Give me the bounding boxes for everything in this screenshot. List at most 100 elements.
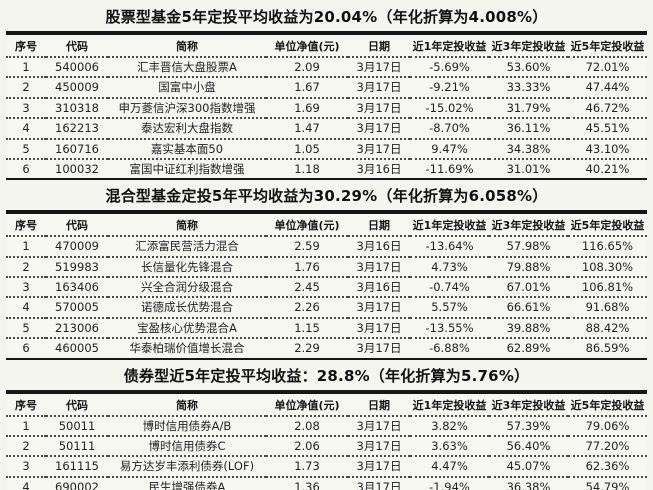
cell-fund-name: 汇丰晋信大盘股票A	[108, 57, 266, 79]
cell-fund-code: 163406	[46, 277, 108, 299]
cell-return-5y: 54.79%	[568, 476, 647, 490]
cell-unit-nav: 1.76	[266, 256, 348, 279]
column-header: 代码	[46, 212, 108, 238]
cell-unit-nav: 1.73	[266, 456, 348, 478]
cell-fund-name: 长信量化先锋混合	[108, 256, 266, 279]
cell-unit-nav: 1.67	[266, 77, 348, 99]
cell-fund-code: 570005	[46, 297, 108, 319]
hybrid-fund-section-title: 混合型基金定投5年平均收益为30.29%（年化折算为6.058%）	[105, 187, 548, 206]
cell-fund-code: 450009	[46, 77, 108, 99]
hybrid-fund-section: 混合型基金定投5年平均收益为30.29%（年化折算为6.058%） 序号 代码 简称…	[6, 187, 647, 360]
cell-return-3y: 57.39%	[489, 415, 568, 437]
column-header: 代码	[46, 391, 108, 417]
stock-fund-header-row: 序号 代码 简称 单位净值(元) 日期 近1年定投收益 近3年定投收益 近5年定投收益	[6, 33, 647, 58]
column-header: 近3年定投收益	[489, 33, 568, 58]
cell-unit-nav: 1.05	[266, 138, 348, 160]
column-header: 单位净值(元)	[266, 212, 348, 238]
cell-return-1y: -9.21%	[410, 77, 489, 99]
cell-return-1y: -6.88%	[429, 341, 470, 356]
column-header: 简称	[108, 33, 266, 58]
cell-rank: 6	[22, 341, 30, 356]
cell-return-3y: 36.38%	[489, 476, 568, 490]
hybrid-fund-table: 序号 代码 简称 单位净值(元) 日期 近1年定投收益 近3年定投收益 近5年定投收益 1 4…	[6, 210, 647, 360]
cell-rank: 6	[22, 161, 30, 176]
cell-return-1y: -0.74%	[410, 277, 489, 299]
cell-fund-name: 华泰柏瑞价值增长混合	[129, 341, 245, 356]
hybrid-fund-header-row: 序号 代码 简称 单位净值(元) 日期 近1年定投收益 近3年定投收益 近5年定投收益	[6, 212, 647, 238]
cell-return-3y: 67.01%	[489, 277, 568, 299]
cell-return-5y: 40.21%	[585, 161, 630, 176]
cell-fund-name: 泰达宏利大盘指数	[108, 118, 266, 140]
cell-date: 3月17日	[348, 297, 410, 319]
cell-fund-code: 162213	[46, 118, 108, 140]
column-header: 近3年定投收益	[489, 391, 568, 417]
column-header: 单位净值(元)	[266, 391, 348, 417]
cell-rank: 4	[6, 118, 46, 140]
cell-rank: 5	[6, 138, 46, 160]
cell-fund-code: 310318	[46, 97, 108, 120]
cell-return-1y: -13.55%	[410, 317, 489, 340]
cell-return-1y: -1.94%	[410, 476, 489, 490]
cell-return-5y: 106.81%	[568, 277, 647, 299]
cell-return-3y: 36.11%	[489, 118, 568, 140]
stock-fund-section: 股票型基金5年定投平均收益为20.04%（年化折算为4.008%） 序号 代码 简称…	[6, 8, 647, 181]
column-header: 序号	[6, 212, 46, 238]
column-header: 近5年定投收益	[568, 391, 647, 417]
cell-return-5y: 79.06%	[568, 415, 647, 437]
cell-fund-code: 50111	[46, 435, 108, 458]
cell-rank: 5	[6, 317, 46, 340]
cell-return-3y: 53.60%	[489, 57, 568, 79]
cell-return-5y: 45.51%	[568, 118, 647, 140]
cell-return-3y: 33.33%	[489, 77, 568, 99]
cell-fund-name: 民生增强债券A	[108, 476, 266, 490]
fund-row: 1 50011 博时信用债券A/B 2.08 3月17日 3.82% 57.39…	[6, 415, 647, 437]
column-header: 序号	[6, 391, 46, 417]
cell-return-3y: 31.01%	[506, 161, 551, 176]
column-header: 日期	[348, 212, 410, 238]
fund-row: 4 690002 民生增强债券A 1.36 3月17日 -1.94% 36.38…	[6, 476, 647, 490]
cell-rank: 2	[6, 256, 46, 279]
cell-date: 3月17日	[348, 77, 410, 99]
cell-rank: 1	[6, 415, 46, 437]
fund-row: 2 519983 长信量化先锋混合 1.76 3月17日 4.73% 79.88…	[6, 256, 647, 279]
column-header: 近1年定投收益	[410, 33, 489, 58]
fund-row: 4 570005 诺德成长优势混合 2.26 3月17日 5.57% 66.61…	[6, 297, 647, 319]
cell-unit-nav: 1.15	[266, 317, 348, 340]
cell-fund-name: 博时信用债券C	[108, 435, 266, 458]
cell-unit-nav: 2.45	[266, 277, 348, 299]
cell-fund-code: 50011	[46, 415, 108, 437]
column-header: 日期	[348, 391, 410, 417]
cell-return-5y: 43.10%	[568, 138, 647, 160]
cell-return-5y: 88.42%	[568, 317, 647, 340]
fund-row: 4 162213 泰达宏利大盘指数 1.47 3月17日 -8.70% 36.1…	[6, 118, 647, 140]
cell-rank: 3	[6, 456, 46, 478]
cell-unit-nav: 2.29	[294, 341, 320, 356]
cell-fund-code: 100032	[55, 161, 99, 176]
cell-date: 3月16日	[356, 161, 402, 176]
cell-date: 3月17日	[348, 435, 410, 458]
cell-date: 3月17日	[356, 341, 402, 356]
cell-rank: 2	[6, 77, 46, 99]
cell-return-5y: 108.30%	[568, 256, 647, 279]
cell-return-1y: -13.64%	[410, 236, 489, 258]
cell-rank: 3	[6, 277, 46, 299]
fund-row: 2 50111 博时信用债券C 2.06 3月17日 3.63% 56.40% …	[6, 435, 647, 458]
cell-fund-code: 160716	[46, 138, 108, 160]
cell-return-1y: -15.02%	[410, 97, 489, 120]
cell-unit-nav: 2.59	[266, 236, 348, 258]
cell-return-1y: 3.63%	[410, 435, 489, 458]
fund-row: 3 163406 兴全合润分级混合 2.45 3月16日 -0.74% 67.0…	[6, 277, 647, 299]
cell-return-3y: 56.40%	[489, 435, 568, 458]
bond-fund-header-row: 序号 代码 简称 单位净值(元) 日期 近1年定投收益 近3年定投收益 近5年定投收益	[6, 391, 647, 417]
stock-fund-table: 序号 代码 简称 单位净值(元) 日期 近1年定投收益 近3年定投收益 近5年定投收益 1 5…	[6, 31, 647, 181]
fund-row: 3 310318 申万菱信沪深300指数增强 1.69 3月17日 -15.02…	[6, 97, 647, 120]
cell-fund-name: 兴全合润分级混合	[108, 277, 266, 299]
cell-return-3y: 57.98%	[489, 236, 568, 258]
cell-rank: 2	[6, 435, 46, 458]
fund-row: 6 100032 富国中证红利指数增强 1.18 3月16日 -11.69% 3…	[6, 159, 647, 179]
column-header: 近1年定投收益	[410, 212, 489, 238]
cell-return-5y: 116.65%	[568, 236, 647, 258]
cell-date: 3月17日	[348, 256, 410, 279]
cell-date: 3月17日	[348, 476, 410, 490]
cell-return-1y: -11.69%	[425, 161, 474, 176]
